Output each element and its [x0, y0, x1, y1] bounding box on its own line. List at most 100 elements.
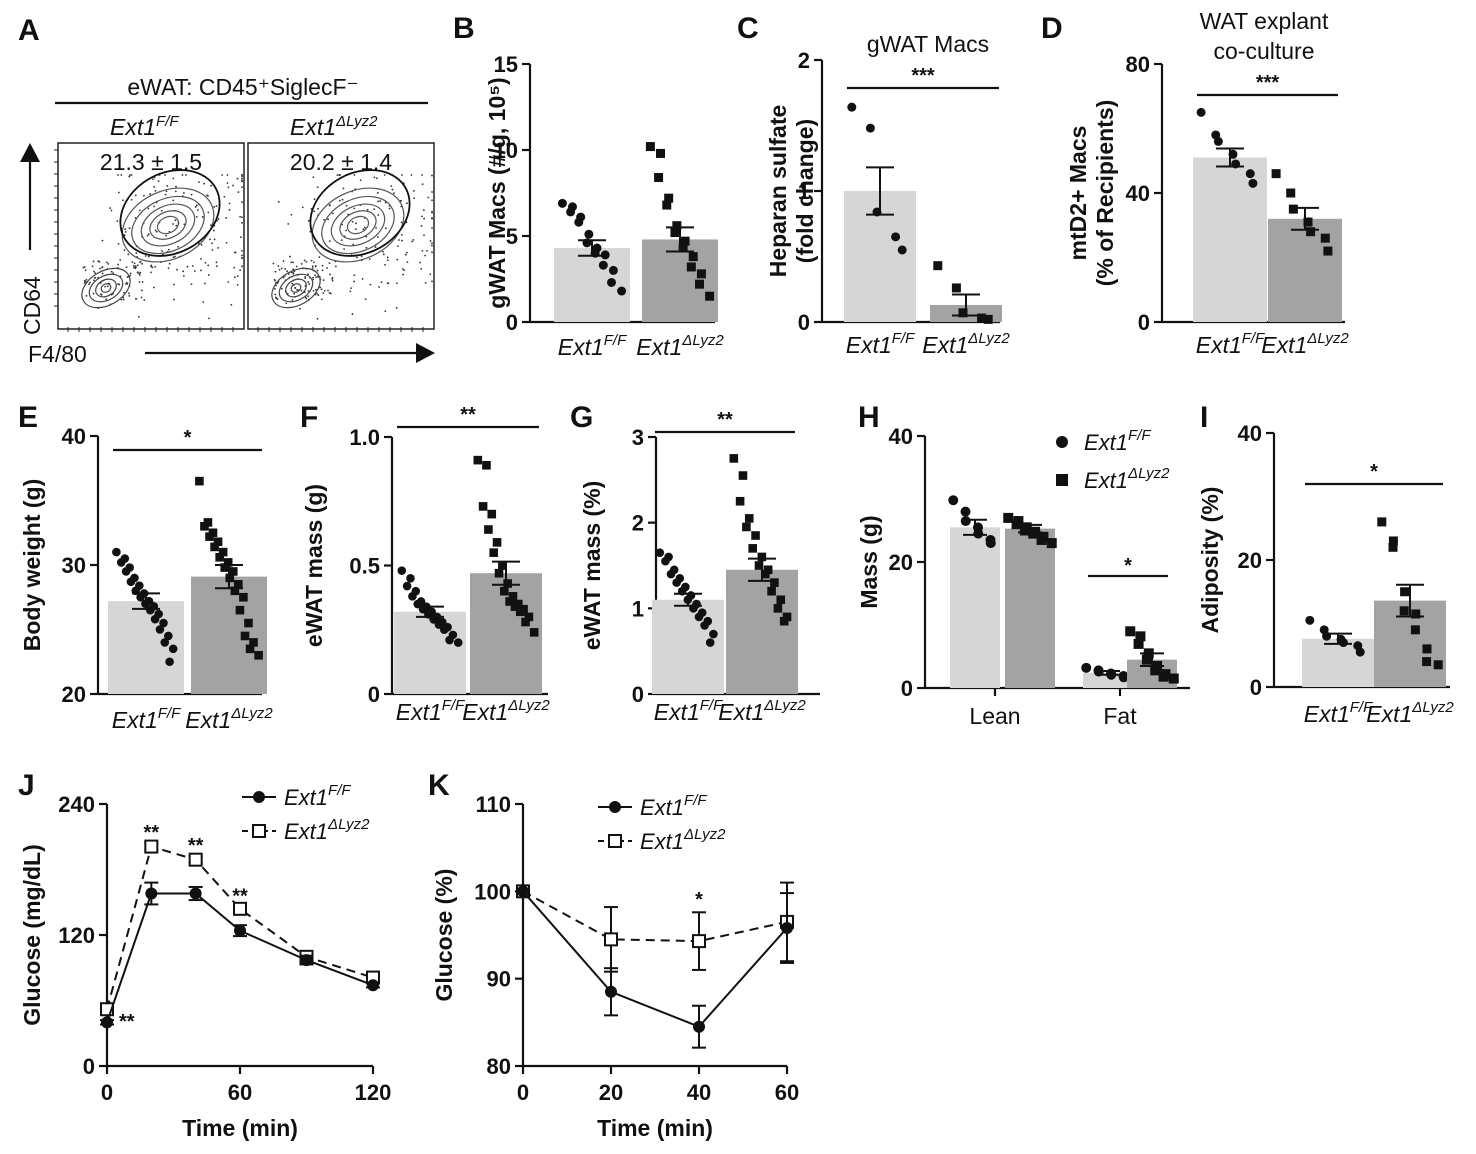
y-tick-label: 110 — [476, 792, 512, 817]
data-point — [645, 142, 655, 152]
data-point — [1213, 136, 1223, 146]
flow-event-dot — [186, 265, 189, 268]
data-point — [688, 252, 698, 262]
y-axis-label: Glucose (%) — [431, 869, 457, 1002]
legend-label-base: Ext1 — [640, 829, 684, 854]
bar-ff — [950, 527, 1000, 688]
flow-contour-ring — [285, 278, 307, 298]
data-point — [1118, 672, 1129, 683]
data-point — [478, 502, 488, 511]
flow-event-dot — [431, 280, 433, 283]
flow-event-dot — [133, 262, 136, 265]
data-point — [492, 538, 502, 547]
flow-event-dot — [241, 265, 243, 268]
flow-event-dot — [185, 174, 187, 176]
flow-event-dot — [207, 211, 210, 214]
flow-event-dot — [421, 174, 423, 176]
legend-label: Ext1ΔLyz2 — [284, 816, 370, 844]
panel-letter-e: E — [18, 401, 38, 434]
flow-event-dot — [386, 256, 389, 259]
flow-event-dot — [154, 229, 157, 232]
y-tick-label: 40 — [1238, 421, 1262, 446]
flow-event-dot — [190, 283, 193, 286]
flow-event-dot — [431, 251, 433, 254]
panel-letter-f: F — [300, 401, 318, 434]
flow-event-dot — [431, 227, 433, 229]
flow-event-dot — [291, 282, 294, 285]
flow-event-dot — [141, 281, 144, 283]
flow-event-dot — [241, 254, 243, 257]
y-tick-label: 0.5 — [349, 554, 380, 579]
flow-event-dot — [83, 265, 86, 268]
flow-event-dot — [195, 204, 198, 207]
flow-event-dot — [236, 275, 239, 278]
flow-event-dot — [241, 186, 243, 188]
data-point — [770, 578, 779, 587]
flow-right-genotype-sup: ΔLyz2 — [335, 113, 378, 130]
flow-event-dot — [82, 266, 85, 269]
x-category-label-sup: F/F — [892, 330, 915, 347]
flow-contour-ring — [100, 283, 112, 293]
flow-event-dot — [323, 289, 326, 292]
flow-event-dot — [140, 296, 143, 299]
data-point — [761, 569, 770, 579]
data-point — [524, 612, 534, 622]
flow-event-dot — [143, 299, 146, 301]
flow-event-dot — [424, 281, 427, 284]
data-point — [1400, 587, 1410, 597]
flow-event-dot — [112, 272, 115, 275]
flow-event-dot — [126, 276, 129, 278]
data-point — [239, 592, 248, 602]
data-point — [767, 586, 776, 596]
flow-event-dot — [239, 269, 241, 272]
legend-label-base: Ext1 — [640, 795, 684, 820]
flow-event-dot — [410, 174, 413, 176]
significance-stars: ** — [460, 404, 476, 426]
y-tick-label: 20 — [62, 682, 86, 707]
x-category-label-base: Ext1 — [396, 699, 442, 725]
data-point — [1046, 538, 1057, 549]
data-point — [1011, 519, 1022, 530]
flow-event-dot — [166, 185, 169, 187]
flow-gate-ellipse — [309, 169, 411, 257]
x-category-label-base: Ext1 — [1196, 332, 1242, 358]
data-point — [1141, 654, 1152, 665]
flow-event-dot — [241, 179, 243, 182]
data-point — [1019, 525, 1030, 536]
flow-event-dot — [412, 238, 415, 241]
flow-event-dot — [300, 289, 303, 292]
y-tick-label: 3 — [632, 425, 644, 450]
y-tick-label: 0 — [506, 310, 518, 335]
flow-event-dot — [379, 200, 382, 202]
flow-event-dot — [342, 187, 345, 190]
flow-event-dot — [402, 273, 404, 276]
flow-event-dot — [123, 249, 126, 252]
panel-k: K 80 90 100 110 0 20 40 60 Glucose (%) Time (min) *… — [428, 769, 799, 1141]
flow-event-dot — [431, 174, 433, 177]
flow-event-dot — [134, 265, 137, 268]
flow-event-dot — [168, 230, 171, 233]
data-point — [654, 173, 664, 183]
data-point — [230, 586, 240, 596]
flow-event-dot — [405, 251, 408, 254]
legend-label-sup: F/F — [684, 792, 707, 809]
flow-event-dot — [274, 287, 276, 290]
flow-event-dot — [320, 288, 323, 291]
data-point — [220, 563, 230, 572]
flow-event-dot — [290, 261, 293, 264]
data-point — [574, 217, 584, 227]
flow-event-dot — [141, 262, 143, 265]
data-point — [168, 644, 178, 654]
x-category-label-sup: F/F — [158, 705, 181, 722]
data-point — [482, 460, 491, 470]
flow-event-dot — [282, 260, 285, 263]
flow-event-dot — [93, 276, 96, 279]
flow-contour-ring — [290, 283, 302, 293]
flow-event-dot — [149, 193, 152, 195]
flow-event-dot — [291, 299, 294, 301]
flow-event-dot — [401, 239, 404, 242]
y-axis-label: Heparan sulfate(fold change) — [765, 105, 818, 278]
data-point — [748, 544, 757, 553]
data-point — [1410, 625, 1420, 635]
panel-letter-c: C — [737, 12, 759, 45]
